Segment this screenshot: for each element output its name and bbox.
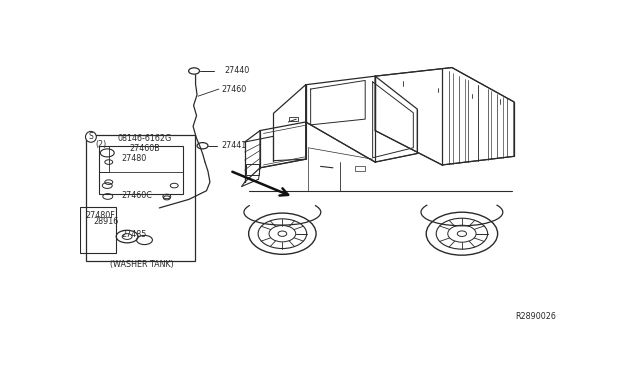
Text: 27485: 27485 bbox=[121, 230, 147, 239]
Text: S: S bbox=[88, 132, 93, 141]
Text: 27440: 27440 bbox=[225, 66, 250, 75]
Text: 27480: 27480 bbox=[121, 154, 147, 163]
Text: 27460: 27460 bbox=[222, 84, 247, 93]
Bar bbox=[99, 146, 183, 193]
Bar bbox=[246, 164, 259, 175]
Text: 27441: 27441 bbox=[222, 141, 247, 150]
Text: (WASHER TANK): (WASHER TANK) bbox=[110, 260, 173, 269]
Bar bbox=[289, 117, 298, 121]
Text: 27460C: 27460C bbox=[121, 191, 152, 201]
Text: 28916: 28916 bbox=[93, 217, 118, 226]
Ellipse shape bbox=[458, 231, 467, 237]
Bar bbox=[355, 166, 365, 171]
Text: 27460B: 27460B bbox=[129, 144, 161, 153]
Text: 08146-6162G: 08146-6162G bbox=[117, 134, 172, 143]
Text: 27480F: 27480F bbox=[85, 211, 115, 219]
Ellipse shape bbox=[278, 231, 287, 236]
Bar bbox=[99, 146, 109, 172]
Text: R2890026: R2890026 bbox=[515, 312, 556, 321]
Bar bbox=[80, 207, 116, 253]
Bar bbox=[86, 135, 195, 261]
Text: (2): (2) bbox=[96, 140, 107, 150]
